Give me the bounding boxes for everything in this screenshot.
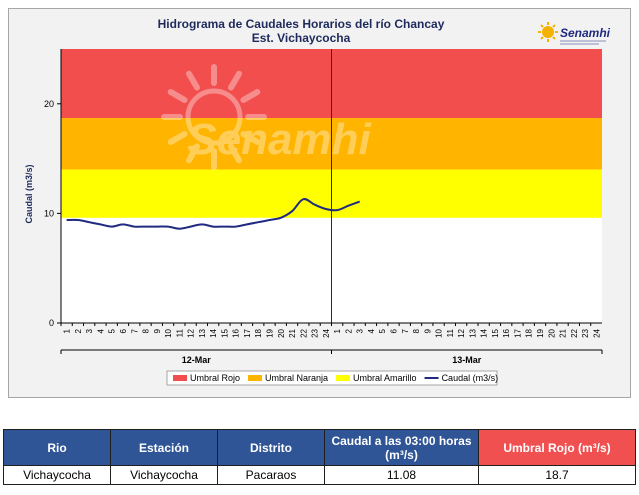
x-tick-label: 3	[356, 328, 365, 333]
cell-distrito: Pacaraos	[217, 465, 325, 485]
chart-subtitle: Est. Vichaycocha	[252, 31, 351, 45]
legend-swatch	[173, 375, 187, 381]
x-tick-label: 8	[142, 328, 151, 333]
x-tick-label: 10	[435, 328, 444, 337]
x-tick-label: 21	[288, 328, 297, 337]
x-tick-label: 6	[119, 328, 128, 333]
x-tick-label: 3	[85, 328, 94, 333]
x-tick-label: 1	[63, 328, 72, 333]
x-tick-label: 14	[209, 328, 218, 337]
legend-label: Caudal (m3/s)	[442, 373, 499, 383]
caudal-line	[66, 198, 361, 230]
brand-name: Senamhi	[560, 26, 611, 40]
sun-icon	[538, 22, 558, 42]
x-tick-label: 21	[559, 328, 568, 337]
cell-estacion: Vichaycocha	[110, 465, 218, 485]
x-tick-label: 7	[401, 328, 410, 333]
x-tick-label: 15	[220, 328, 229, 337]
y-tick-label: 10	[44, 208, 54, 218]
senamhi-logo: Senamhi	[538, 22, 611, 45]
x-tick-label: 4	[367, 328, 376, 333]
legend-label: Umbral Naranja	[265, 373, 328, 383]
date-group-label: 13-Mar	[452, 355, 482, 365]
x-tick-label: 22	[299, 328, 308, 337]
x-tick-label: 18	[525, 328, 534, 337]
cell-rio: Vichaycocha	[3, 465, 111, 485]
watermark-sun-icon	[161, 64, 267, 170]
x-tick-label: 10	[164, 328, 173, 337]
plot-area: Senamhi	[60, 49, 602, 324]
x-tick-label: 8	[412, 328, 421, 333]
x-tick-label: 13	[468, 328, 477, 337]
x-tick-label: 15	[491, 328, 500, 337]
x-tick-label: 23	[311, 328, 320, 337]
header-rio: Rio	[3, 429, 111, 466]
chart-title: Hidrograma de Caudales Horarios del río …	[158, 17, 445, 31]
legend-box	[166, 370, 498, 386]
x-tick-label: 13	[198, 328, 207, 337]
chart-frame: Hidrograma de Caudales Horarios del río …	[8, 8, 631, 398]
x-tick-label: 7	[130, 328, 139, 333]
x-tick-label: 19	[536, 328, 545, 337]
x-tick-label: 17	[513, 328, 522, 337]
station-data-table: Rio Estación Distrito Caudal a las 03:00…	[3, 429, 636, 485]
x-tick-label: 6	[389, 328, 398, 333]
hydrograph-chart: Hidrograma de Caudales Horarios del río …	[24, 17, 611, 386]
x-tick-label: 20	[277, 328, 286, 337]
table-row: Vichaycocha Vichaycocha Pacaraos 11.08 1…	[3, 465, 636, 485]
x-tick-label: 18	[254, 328, 263, 337]
x-tick-label: 17	[243, 328, 252, 337]
chart-legend: Umbral Rojo Umbral Naranja Umbral Amarillo…	[166, 370, 499, 386]
x-tick-label: 12	[457, 328, 466, 337]
header-distrito: Distrito	[217, 429, 325, 466]
x-tick-label: 5	[108, 328, 117, 333]
y-axis-label: Caudal (m3/s)	[24, 164, 34, 223]
x-tick-label: 1	[333, 328, 342, 333]
watermark-text: Senamhi	[187, 115, 371, 164]
x-tick-label: 2	[74, 328, 83, 333]
x-tick-label: 24	[592, 328, 601, 337]
header-estacion: Estación	[110, 429, 218, 466]
legend-swatch	[336, 375, 351, 381]
legend-label: Umbral Rojo	[190, 373, 240, 383]
x-tick-label: 22	[570, 328, 579, 337]
senamhi-watermark: Senamhi	[161, 64, 371, 170]
date-group-label: 12-Mar	[182, 355, 212, 365]
x-tick-label: 11	[175, 328, 184, 337]
header-umbral-rojo: Umbral Rojo (m³/s)	[478, 429, 636, 466]
cell-umbral-rojo: 18.7	[478, 465, 636, 485]
x-tick-label: 20	[547, 328, 556, 337]
x-tick-label: 16	[232, 328, 241, 337]
x-tick-label: 19	[266, 328, 275, 337]
legend-swatch	[248, 375, 263, 381]
x-tick-label: 12	[187, 328, 196, 337]
x-tick-label: 4	[96, 328, 105, 333]
x-tick-label: 5	[378, 328, 387, 333]
x-tick-label: 2	[344, 328, 353, 333]
y-tick-label: 0	[49, 318, 54, 328]
x-tick-label: 11	[446, 328, 455, 337]
x-tick-label: 9	[153, 328, 162, 333]
cell-caudal: 11.08	[324, 465, 479, 485]
table-header-row: Rio Estación Distrito Caudal a las 03:00…	[3, 429, 636, 466]
x-tick-label: 14	[480, 328, 489, 337]
x-tick-label: 23	[581, 328, 590, 337]
legend-label: Umbral Amarillo	[353, 373, 417, 383]
y-tick-label: 20	[44, 99, 54, 109]
header-caudal: Caudal a las 03:00 horas (m³/s)	[324, 429, 479, 466]
x-tick-label: 9	[423, 328, 432, 333]
x-tick-label: 24	[322, 328, 331, 337]
x-tick-label: 16	[502, 328, 511, 337]
